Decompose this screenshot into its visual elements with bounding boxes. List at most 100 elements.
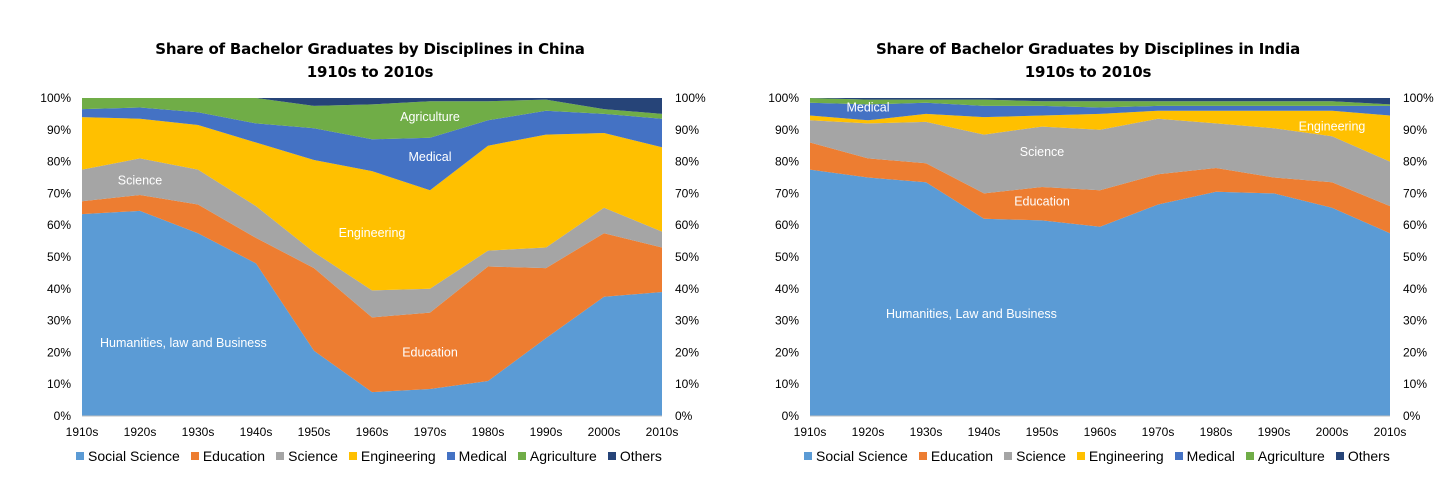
legend-swatch bbox=[276, 452, 285, 460]
x-tick: 1950s bbox=[298, 425, 331, 439]
y-tick-right: 90% bbox=[675, 123, 699, 137]
y-tick-right: 0% bbox=[675, 409, 693, 423]
y-tick-right: 60% bbox=[675, 218, 699, 232]
y-tick-left: 100% bbox=[40, 91, 71, 105]
legend-label: Agriculture bbox=[1257, 448, 1325, 464]
x-tick: 1910s bbox=[66, 425, 99, 439]
y-tick-right: 40% bbox=[1403, 282, 1427, 296]
y-tick-left: 50% bbox=[47, 250, 71, 264]
legend-item-social-science: Social Science bbox=[804, 448, 908, 464]
x-tick: 1920s bbox=[852, 425, 885, 439]
chart-title-line2: 1910s to 2010s bbox=[306, 63, 434, 81]
y-tick-left: 40% bbox=[775, 282, 799, 296]
y-tick-right: 80% bbox=[1403, 155, 1427, 169]
y-tick-left: 90% bbox=[47, 123, 71, 137]
chart-legend: Social Science Education Science Engineerin… bbox=[804, 448, 1390, 464]
area-series-social-science bbox=[810, 169, 1390, 416]
india-chart-panel: Share of Bachelor Graduates by Disciplin… bbox=[728, 0, 1456, 483]
chart-title-line1: Share of Bachelor Graduates by Disciplin… bbox=[875, 40, 1301, 58]
legend-label: Education bbox=[202, 448, 266, 464]
legend-swatch bbox=[1335, 452, 1344, 460]
legend-label: Engineering bbox=[360, 448, 436, 464]
chart-legend: Social Science Education Science Engineerin… bbox=[76, 448, 662, 464]
y-tick-left: 60% bbox=[47, 218, 71, 232]
legend-item-science: Science bbox=[1004, 448, 1066, 464]
legend-label: Engineering bbox=[1088, 448, 1164, 464]
legend-swatch bbox=[190, 452, 199, 460]
legend-swatch bbox=[76, 452, 84, 460]
x-tick: 1940s bbox=[240, 425, 273, 439]
chart-title-line2: 1910s to 2010s bbox=[1024, 63, 1152, 81]
legend-swatch bbox=[517, 452, 526, 460]
y-tick-left: 90% bbox=[775, 123, 799, 137]
x-tick: 1910s bbox=[794, 425, 827, 439]
legend-swatch bbox=[446, 452, 455, 460]
area-series-engineering bbox=[82, 117, 662, 291]
area-series-education bbox=[82, 195, 662, 393]
area-annotation: Humanities, Law and Business bbox=[886, 307, 1057, 321]
area-series-social-science bbox=[82, 210, 662, 416]
legend-item-education: Education bbox=[190, 448, 266, 464]
legend-item-others: Others bbox=[607, 448, 662, 464]
y-tick-left: 0% bbox=[54, 409, 72, 423]
area-series-science bbox=[810, 118, 1390, 207]
legend-label: Science bbox=[288, 448, 338, 464]
x-tick: 1940s bbox=[968, 425, 1001, 439]
legend-item-others: Others bbox=[1335, 448, 1390, 464]
legend-swatch bbox=[1004, 452, 1013, 460]
legend-label: Medical bbox=[458, 448, 507, 464]
area-annotation: Medical bbox=[846, 101, 889, 115]
legend-label: Medical bbox=[1186, 448, 1235, 464]
x-tick: 1920s bbox=[124, 425, 157, 439]
y-tick-left: 30% bbox=[775, 314, 799, 328]
area-annotation: Medical bbox=[408, 150, 451, 164]
india-area-chart: 0% 0% 10% 10% 20% 20% 30% 30% 40% 40% 50% 50% 60% 60%… bbox=[768, 91, 1434, 439]
area-series-agriculture bbox=[82, 98, 662, 140]
y-tick-left: 10% bbox=[47, 377, 71, 391]
chart-title-line1: Share of Bachelor Graduates by Disciplin… bbox=[155, 40, 585, 58]
y-tick-right: 10% bbox=[675, 377, 699, 391]
x-tick: 1980s bbox=[1200, 425, 1233, 439]
area-annotation: Humanities, law and Business bbox=[100, 336, 267, 350]
y-tick-right: 50% bbox=[1403, 250, 1427, 264]
y-tick-right: 30% bbox=[1403, 314, 1427, 328]
x-tick: 1960s bbox=[1084, 425, 1117, 439]
x-tick: 2000s bbox=[588, 425, 621, 439]
area-annotation: Science bbox=[118, 174, 163, 188]
area-annotation: Engineering bbox=[1299, 120, 1366, 134]
legend-item-medical: Medical bbox=[1174, 448, 1235, 464]
legend-item-science: Science bbox=[276, 448, 338, 464]
area-annotation: Education bbox=[402, 345, 458, 359]
x-tick: 1970s bbox=[1142, 425, 1175, 439]
legend-item-medical: Medical bbox=[446, 448, 507, 464]
area-series-science bbox=[82, 158, 662, 318]
y-tick-left: 60% bbox=[775, 218, 799, 232]
y-tick-right: 60% bbox=[1403, 218, 1427, 232]
y-tick-right: 0% bbox=[1403, 409, 1421, 423]
x-tick: 2010s bbox=[646, 425, 679, 439]
y-tick-left: 70% bbox=[775, 186, 799, 200]
legend-label: Others bbox=[1347, 448, 1390, 464]
x-tick: 1980s bbox=[472, 425, 505, 439]
x-tick: 2010s bbox=[1374, 425, 1407, 439]
legend-label: Education bbox=[930, 448, 994, 464]
area-annotation: Engineering bbox=[339, 226, 406, 240]
legend-swatch bbox=[607, 452, 616, 460]
y-tick-right: 100% bbox=[675, 91, 706, 105]
y-tick-right: 90% bbox=[1403, 123, 1427, 137]
y-tick-left: 10% bbox=[775, 377, 799, 391]
y-tick-right: 70% bbox=[675, 186, 699, 200]
x-tick: 1990s bbox=[530, 425, 563, 439]
y-tick-right: 40% bbox=[675, 282, 699, 296]
legend-swatch bbox=[918, 452, 927, 460]
legend-label: Agriculture bbox=[529, 448, 597, 464]
y-tick-left: 80% bbox=[775, 155, 799, 169]
area-series-engineering bbox=[810, 110, 1390, 162]
y-tick-right: 100% bbox=[1403, 91, 1434, 105]
x-tick: 2000s bbox=[1316, 425, 1349, 439]
legend-item-engineering: Engineering bbox=[348, 448, 436, 464]
y-tick-left: 40% bbox=[47, 282, 71, 296]
x-tick: 1970s bbox=[414, 425, 447, 439]
legend-item-education: Education bbox=[918, 448, 994, 464]
area-series-medical bbox=[82, 107, 662, 191]
